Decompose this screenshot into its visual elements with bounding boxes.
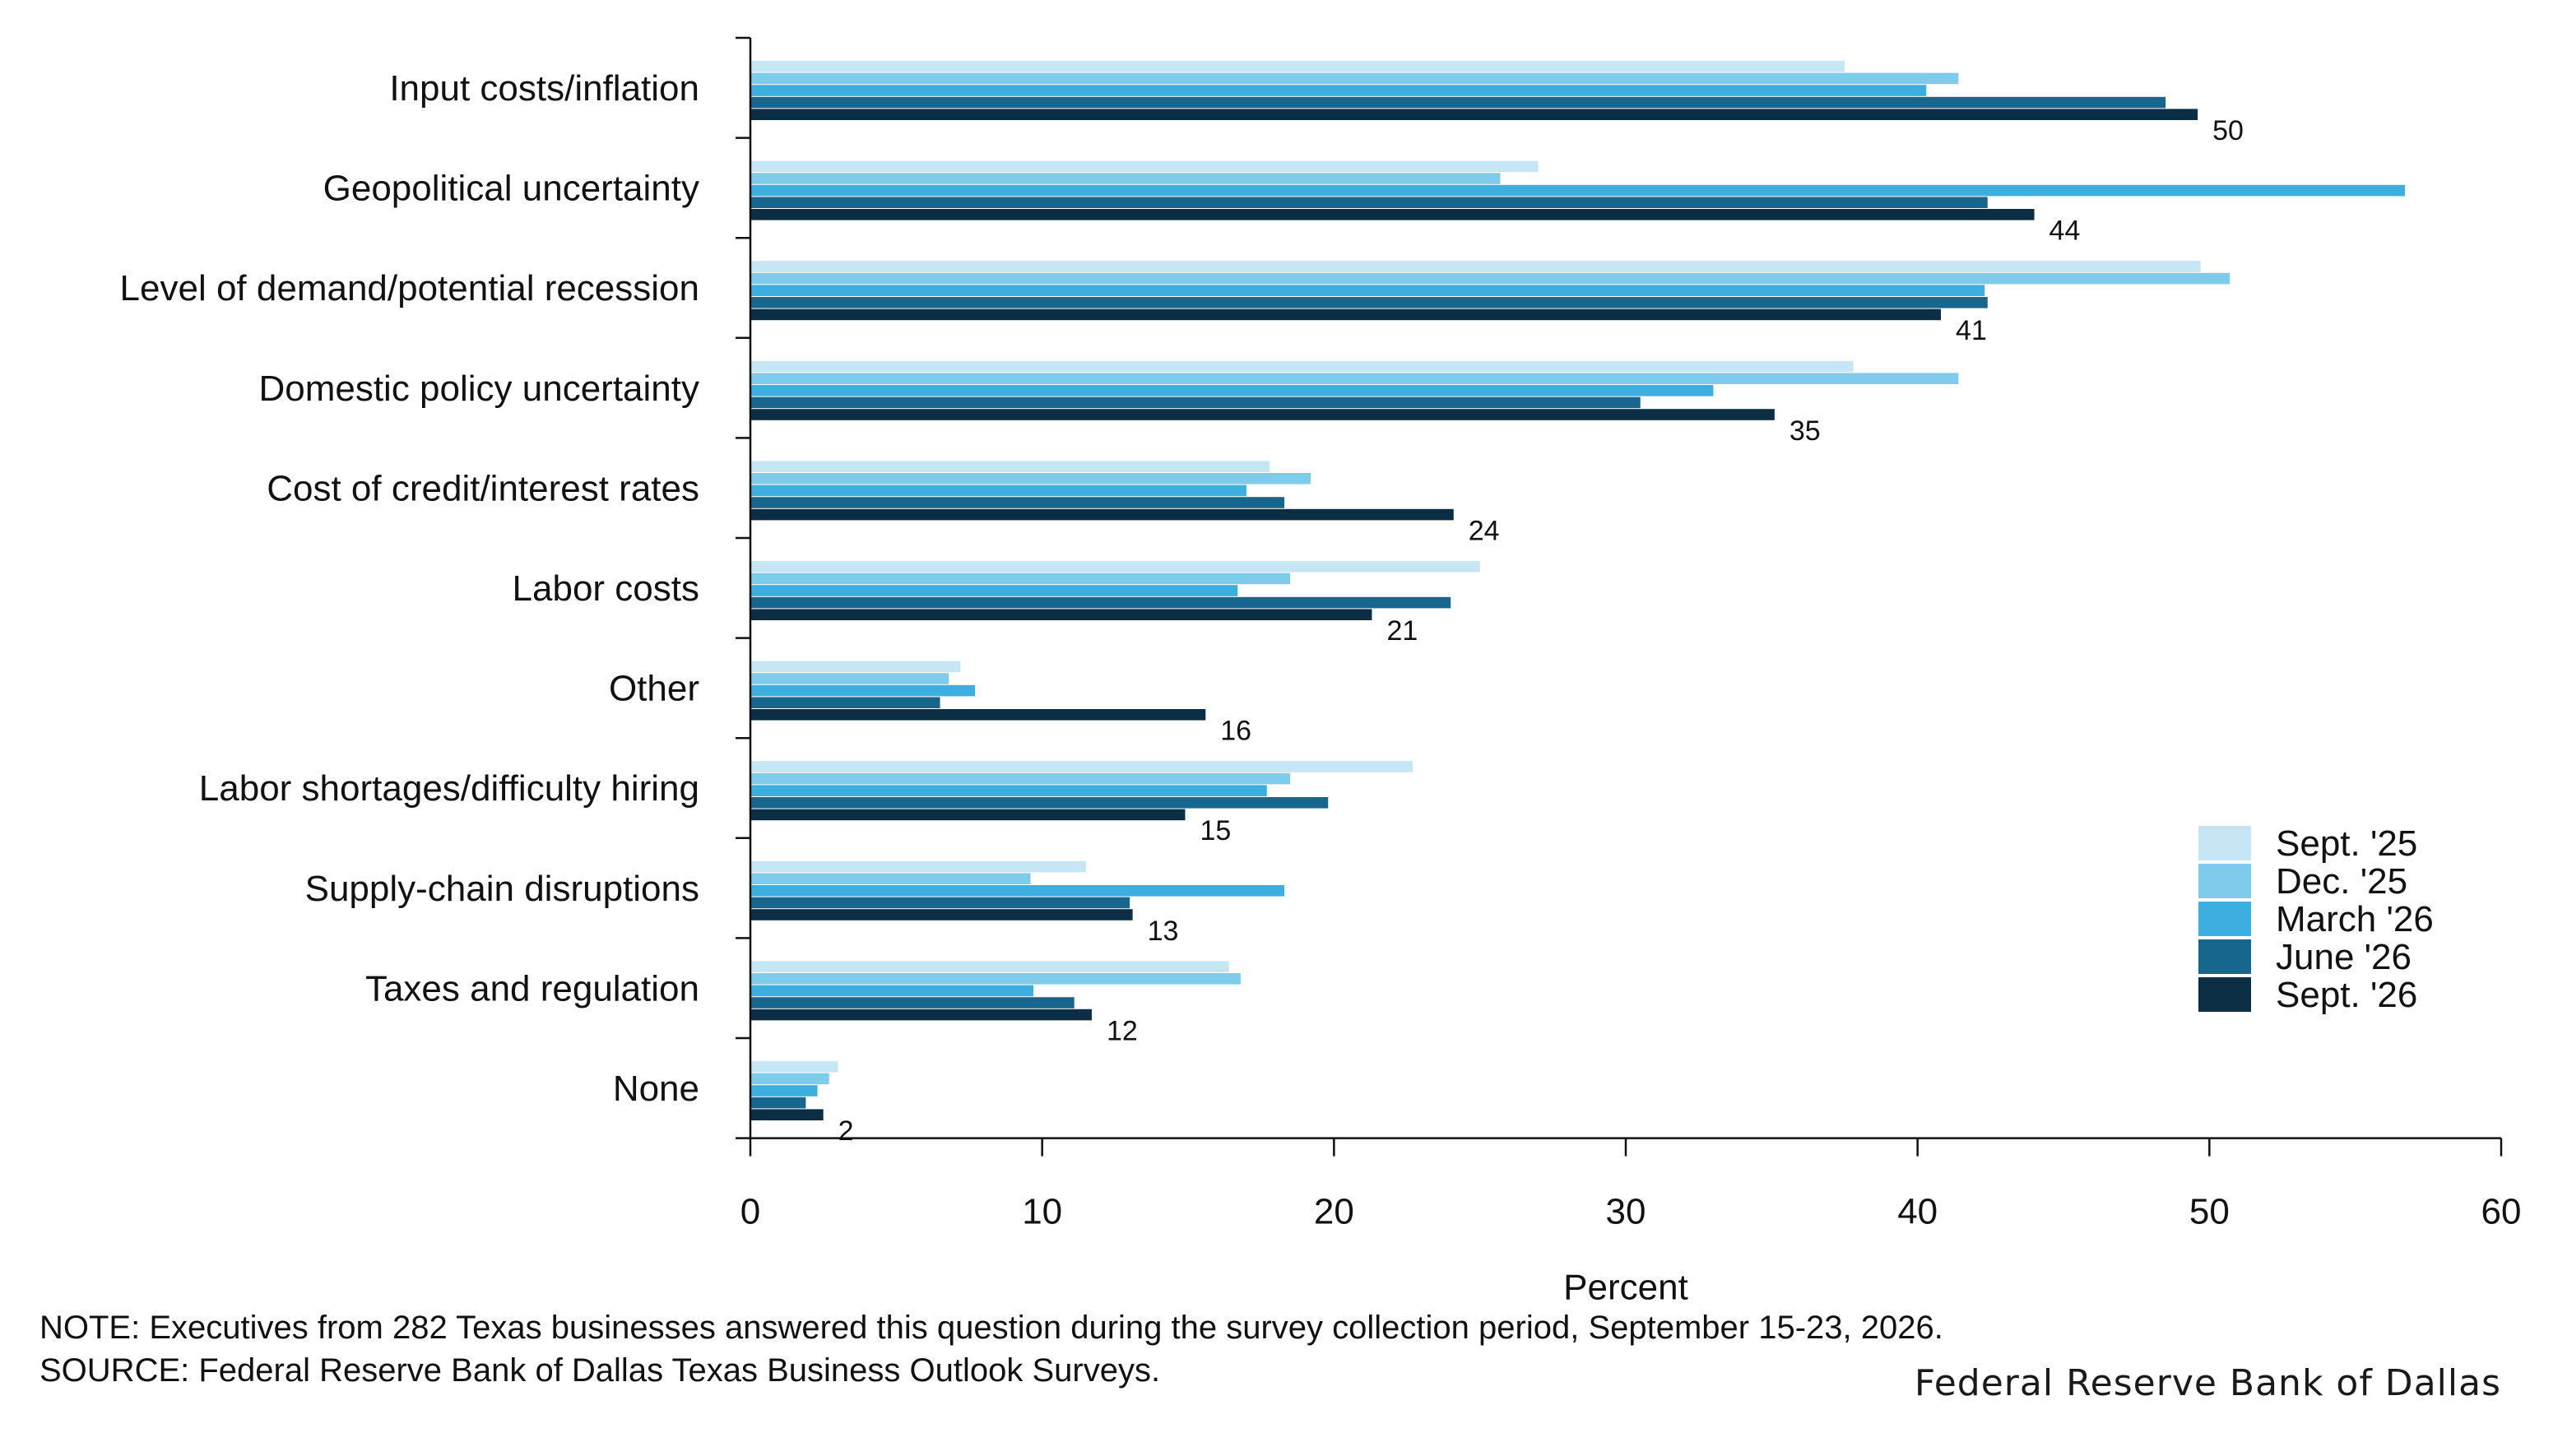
bar: [750, 61, 1845, 72]
category-label: Domestic policy uncertainty: [258, 369, 699, 409]
legend-swatch: [2198, 826, 2251, 860]
bar: [750, 461, 1270, 472]
bar: [750, 761, 1413, 772]
chart-note: NOTE: Executives from 282 Texas business…: [39, 1310, 1943, 1346]
bar: [750, 785, 1267, 796]
legend-swatch: [2198, 902, 2251, 936]
bar: [750, 909, 1133, 920]
bar: [750, 1009, 1092, 1021]
category-label: Input costs/inflation: [389, 68, 699, 109]
x-tick-label: 40: [1897, 1192, 1938, 1232]
x-tick-label: 60: [2481, 1192, 2522, 1232]
bar: [750, 385, 1714, 396]
bar: [750, 973, 1241, 985]
bar: [750, 585, 1238, 596]
bar: [750, 1085, 818, 1097]
bar: [750, 997, 1075, 1009]
chart-source: SOURCE: Federal Reserve Bank of Dallas T…: [39, 1352, 1161, 1389]
x-axis-title: Percent: [1563, 1268, 1688, 1308]
legend-swatch: [2198, 977, 2251, 1012]
bar: [750, 1109, 824, 1120]
bar: [750, 809, 1186, 821]
legend-label: June '26: [2276, 937, 2411, 977]
data-label: 15: [1200, 815, 1231, 846]
x-tick-label: 10: [1022, 1192, 1062, 1232]
bar: [750, 209, 2035, 220]
bar: [750, 684, 976, 697]
bar: [750, 85, 1927, 96]
category-label: Geopolitical uncertainty: [323, 169, 699, 209]
bar: [750, 573, 1291, 585]
bar: [750, 709, 1206, 721]
bar: [750, 373, 1959, 384]
bar: [750, 661, 961, 673]
legend-label: March '26: [2276, 899, 2434, 939]
x-tick-label: 0: [740, 1192, 760, 1232]
bar: [750, 473, 1311, 485]
data-label: 35: [1789, 415, 1821, 447]
bar: [750, 197, 1988, 208]
data-label: 2: [838, 1115, 854, 1147]
category-label: Labor costs: [513, 568, 699, 609]
brand-logo-text: Federal Reserve Bank of Dallas: [1914, 1362, 2501, 1404]
x-tick-label: 20: [1314, 1192, 1354, 1232]
bar: [750, 609, 1372, 620]
bar: [750, 497, 1285, 508]
data-label: 50: [2212, 115, 2244, 146]
bar: [750, 873, 1031, 884]
bar: [750, 697, 940, 708]
bar: [750, 508, 1454, 521]
bar: [750, 1097, 806, 1109]
bar: [750, 985, 1034, 997]
bar: [750, 173, 1501, 184]
bar: [750, 109, 2198, 120]
bar: [750, 860, 1086, 873]
bar: [750, 885, 1285, 897]
bar: [750, 261, 2201, 272]
data-label: 24: [1469, 515, 1500, 546]
bar: [750, 1061, 838, 1073]
bar: [750, 160, 1539, 173]
legend-swatch: [2198, 864, 2251, 898]
bar: [750, 72, 1959, 85]
bar: [750, 772, 1291, 785]
bar: [750, 285, 1985, 296]
legend-label: Dec. '25: [2276, 861, 2407, 902]
legend-label: Sept. '25: [2276, 823, 2417, 864]
bar: [750, 596, 1451, 609]
x-tick-label: 50: [2189, 1192, 2230, 1232]
bar: [750, 485, 1246, 497]
bar: [750, 961, 1229, 972]
category-label: Labor shortages/difficulty hiring: [199, 768, 699, 809]
bar: [750, 1073, 829, 1085]
bar: [750, 897, 1130, 909]
bar: [750, 308, 1942, 321]
bar: [750, 797, 1329, 809]
bar: [750, 409, 1775, 420]
category-label: None: [613, 1069, 699, 1109]
category-label: Supply-chain disruptions: [305, 869, 699, 909]
bar: [750, 272, 2230, 285]
category-label: Other: [609, 669, 699, 709]
bar: [750, 184, 2405, 197]
bar: [750, 96, 2166, 109]
bar: [750, 360, 1854, 373]
legend-label: Sept. '26: [2276, 975, 2417, 1015]
data-label: 13: [1148, 916, 1179, 947]
data-label: 41: [1956, 315, 1987, 346]
legend-swatch: [2198, 939, 2251, 974]
x-tick-label: 30: [1606, 1192, 1646, 1232]
category-label: Cost of credit/interest rates: [267, 468, 699, 508]
data-label: 21: [1386, 615, 1418, 647]
bar: [750, 561, 1480, 573]
bar: [750, 297, 1988, 308]
data-label: 12: [1107, 1015, 1138, 1046]
category-label: Taxes and regulation: [365, 968, 699, 1009]
bar: [750, 673, 949, 684]
bar: [750, 396, 1641, 409]
data-label: 16: [1220, 716, 1251, 747]
category-label: Level of demand/potential recession: [120, 268, 699, 308]
data-label: 44: [2049, 216, 2081, 247]
